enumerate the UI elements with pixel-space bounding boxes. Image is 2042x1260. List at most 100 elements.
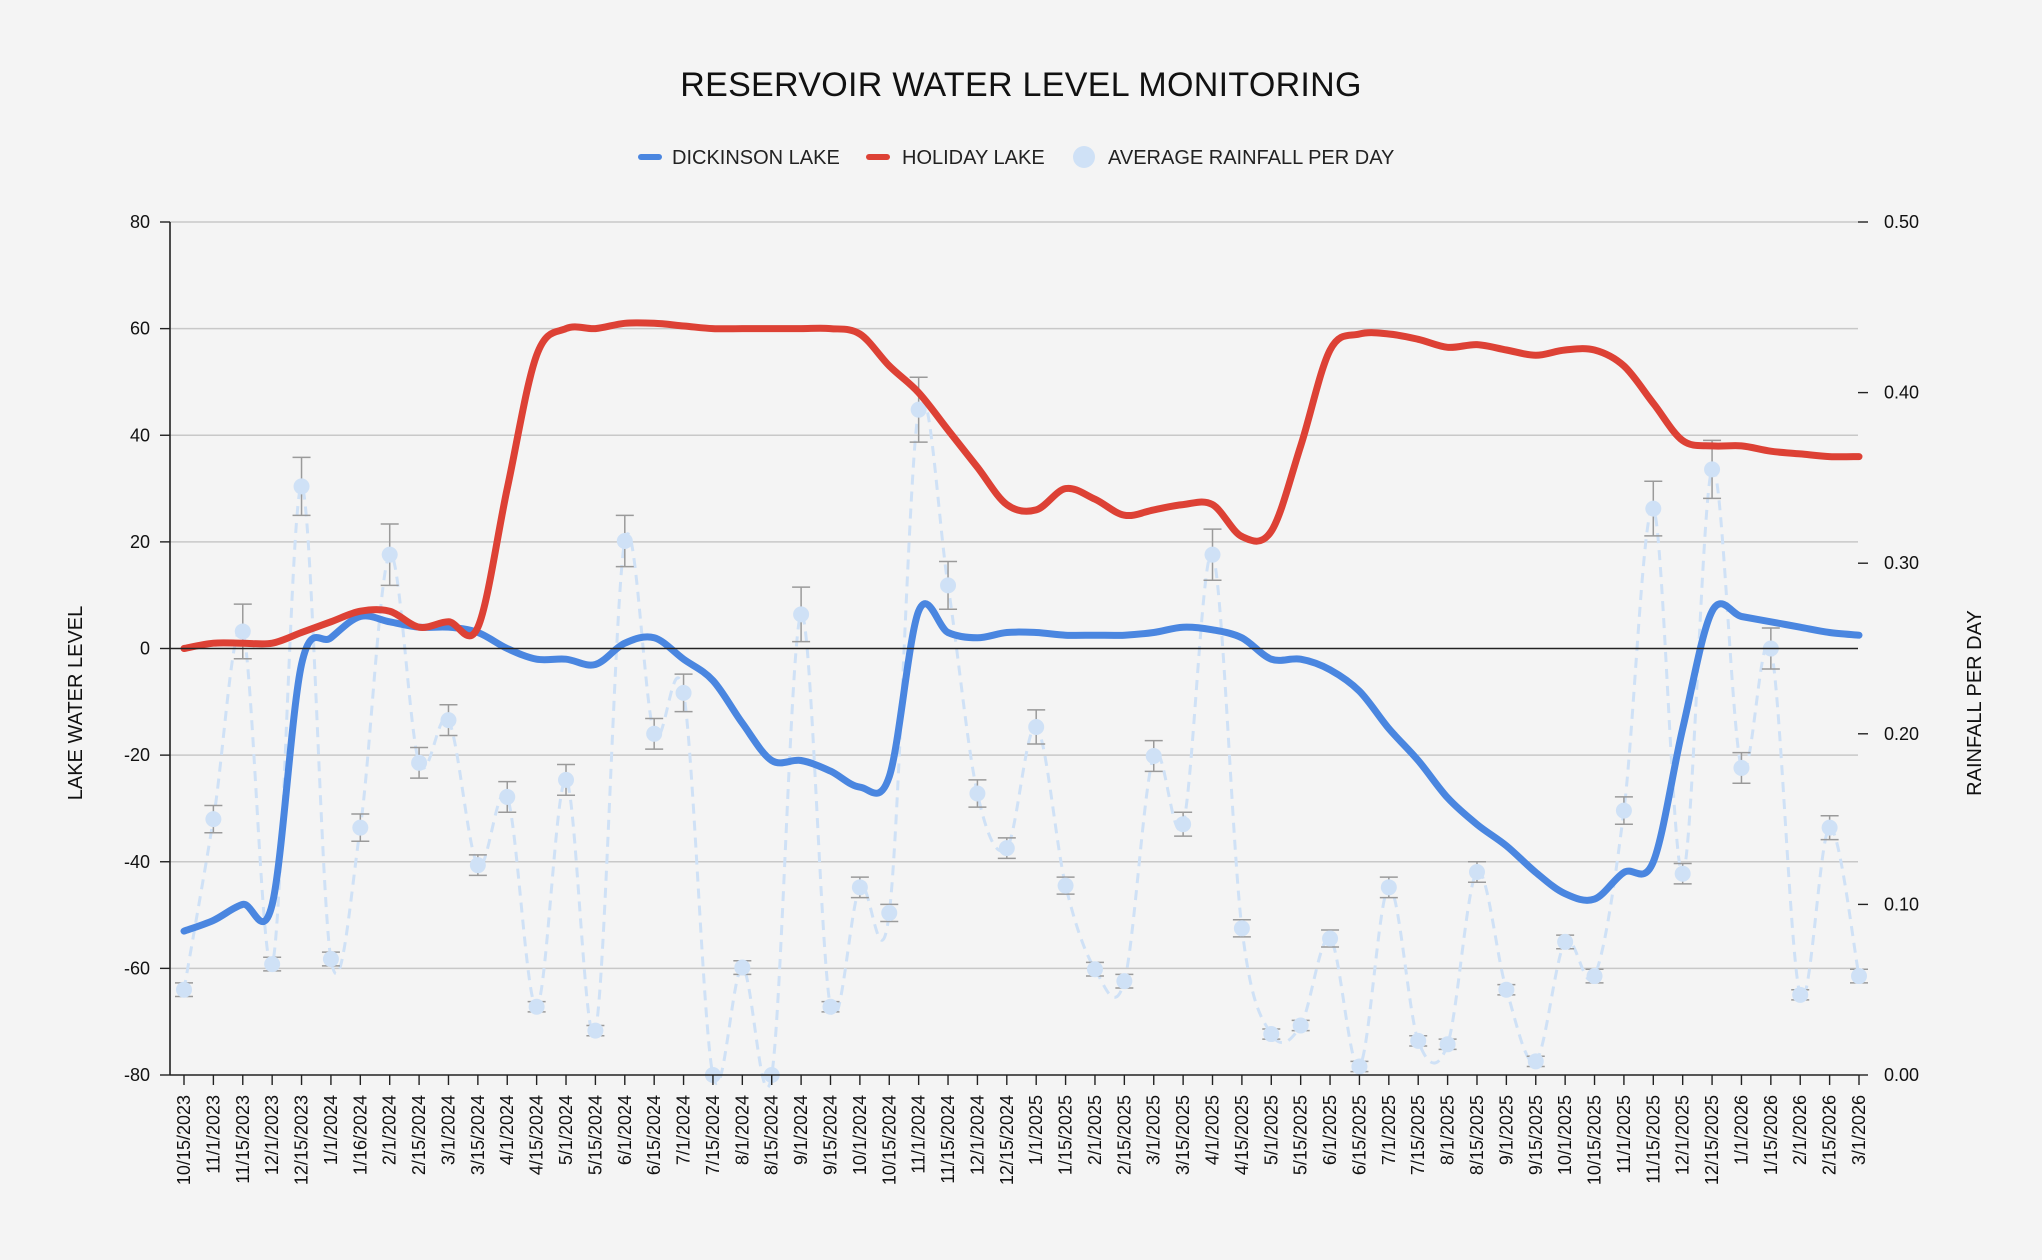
x-tick-label: 3/15/2024 (468, 1095, 488, 1175)
rainfall-point (381, 546, 398, 563)
rainfall-point (734, 959, 751, 976)
rainfall-point (1028, 718, 1045, 735)
rainfall-point (176, 981, 192, 998)
rainfall-series (175, 376, 1868, 1089)
x-tick-label: 7/15/2025 (1408, 1095, 1428, 1175)
rainfall-point (1615, 802, 1632, 819)
x-tick-label: 10/1/2024 (850, 1095, 870, 1175)
x-tick-label: 12/15/2023 (292, 1095, 312, 1185)
x-tick-label: 3/1/2025 (1144, 1095, 1164, 1165)
x-tick-label: 7/1/2025 (1379, 1095, 1399, 1165)
legend-label-average-rainfall: AVERAGE RAINFALL PER DAY (1108, 147, 1394, 169)
rainfall-point (910, 401, 927, 418)
x-tick-label: 6/15/2024 (644, 1095, 664, 1175)
rainfall-point (1527, 1053, 1544, 1070)
rainfall-point (1233, 920, 1250, 937)
x-tick-label: 1/15/2025 (1056, 1095, 1076, 1175)
rainfall-point (1351, 1058, 1368, 1075)
rainfall-point (528, 998, 545, 1015)
rainfall-point (1557, 933, 1574, 950)
x-tick-label: 10/15/2023 (174, 1095, 194, 1185)
x-tick-label: 5/1/2024 (556, 1095, 576, 1165)
rainfall-point (352, 819, 369, 836)
x-tick-label: 11/1/2025 (1614, 1095, 1634, 1174)
rainfall-point (1704, 461, 1721, 478)
rainfall-point (293, 478, 310, 495)
x-tick-label: 5/15/2024 (585, 1095, 605, 1175)
rainfall-point (264, 956, 281, 973)
x-tick-label: 2/1/2026 (1790, 1095, 1810, 1165)
rainfall-point (675, 684, 692, 701)
x-tick-label: 7/15/2024 (703, 1095, 723, 1175)
rainfall-point (1498, 981, 1515, 998)
x-tick-label: 11/15/2023 (233, 1095, 253, 1184)
x-tick-label: 12/15/2024 (997, 1095, 1017, 1185)
y-axis-left-title: LAKE WATER LEVEL (65, 606, 87, 801)
rainfall-point (1410, 1032, 1427, 1049)
y-left-tick-label: -60 (124, 958, 150, 978)
lake-series (180, 319, 1863, 935)
x-tick-label: 12/1/2024 (967, 1095, 987, 1175)
x-tick-label: 4/1/2024 (497, 1095, 517, 1165)
rainfall-point (411, 754, 428, 771)
rainfall-point (1792, 986, 1809, 1003)
rainfall-point (440, 712, 457, 729)
x-tick-label: 6/15/2025 (1349, 1095, 1369, 1175)
y-axis-right-title: RAINFALL PER DAY (1964, 610, 1986, 796)
rainfall-point (499, 788, 516, 805)
x-tick-label: 9/1/2024 (791, 1095, 811, 1165)
rainfall-point (1468, 863, 1485, 880)
rainfall-point (1380, 879, 1397, 896)
y-right-tick-label: 0.30 (1884, 553, 1919, 573)
rainfall-point (558, 771, 575, 788)
x-tick-label: 8/15/2024 (762, 1095, 782, 1175)
x-tick-label: 6/1/2025 (1320, 1095, 1340, 1165)
x-tick-label: 2/15/2026 (1820, 1095, 1840, 1175)
x-tick-label: 4/15/2024 (527, 1095, 547, 1175)
y-right-tick-label: 0.10 (1884, 894, 1919, 914)
y-left-tick-label: -80 (124, 1065, 150, 1085)
y-left-tick-label: 0 (140, 639, 150, 659)
x-tick-label: 1/1/2025 (1026, 1095, 1046, 1165)
rainfall-point (969, 785, 986, 802)
x-tick-label: 12/1/2025 (1673, 1095, 1693, 1175)
x-tick-label: 8/1/2025 (1438, 1095, 1458, 1165)
rainfall-point (851, 879, 868, 896)
x-tick-label: 1/1/2024 (321, 1095, 341, 1165)
grid-lines (170, 221, 1858, 970)
x-tick-label: 9/1/2025 (1496, 1095, 1516, 1165)
holiday-lake-line (180, 319, 1863, 652)
x-tick-label: 4/15/2025 (1232, 1095, 1252, 1175)
y-left-tick-label: 20 (130, 532, 150, 552)
rainfall-point (881, 904, 898, 921)
axes: 80 60 40 20 0 -20 -40 -60 -80 0.50 0.40 0.30 0.20 0.1… (124, 212, 1919, 1185)
x-tick-label: 8/1/2024 (732, 1095, 752, 1165)
chart-title: RESERVOIR WATER LEVEL MONITORING (680, 66, 1362, 104)
rainfall-point (616, 533, 633, 550)
rainfall-point (1851, 968, 1867, 985)
rainfall-point (322, 950, 339, 967)
x-tick-label: 11/15/2025 (1643, 1095, 1663, 1184)
x-tick-label: 5/15/2025 (1291, 1095, 1311, 1175)
rainfall-point (469, 857, 486, 874)
x-tick-label: 10/1/2025 (1555, 1095, 1575, 1175)
rainfall-point (1292, 1017, 1309, 1034)
rainfall-point (1674, 865, 1691, 882)
rainfall-point (234, 623, 251, 640)
rainfall-point (1263, 1026, 1280, 1043)
x-tick-label: 3/1/2026 (1849, 1095, 1869, 1165)
rainfall-point (1733, 759, 1750, 776)
x-tick-label: 8/15/2025 (1467, 1095, 1487, 1175)
x-tick-label: 10/15/2025 (1585, 1095, 1605, 1185)
rainfall-point (1086, 961, 1103, 978)
x-tick-label: 10/15/2024 (879, 1095, 899, 1185)
x-tick-label: 11/1/2024 (909, 1095, 929, 1174)
rainfall-point (1057, 877, 1074, 894)
x-tick-label: 3/15/2025 (1173, 1095, 1193, 1175)
rainfall-point (822, 998, 839, 1015)
x-tick-label: 11/15/2024 (938, 1095, 958, 1184)
x-tick-label: 12/1/2023 (262, 1095, 282, 1175)
legend-swatch-average-rainfall (1073, 146, 1095, 168)
